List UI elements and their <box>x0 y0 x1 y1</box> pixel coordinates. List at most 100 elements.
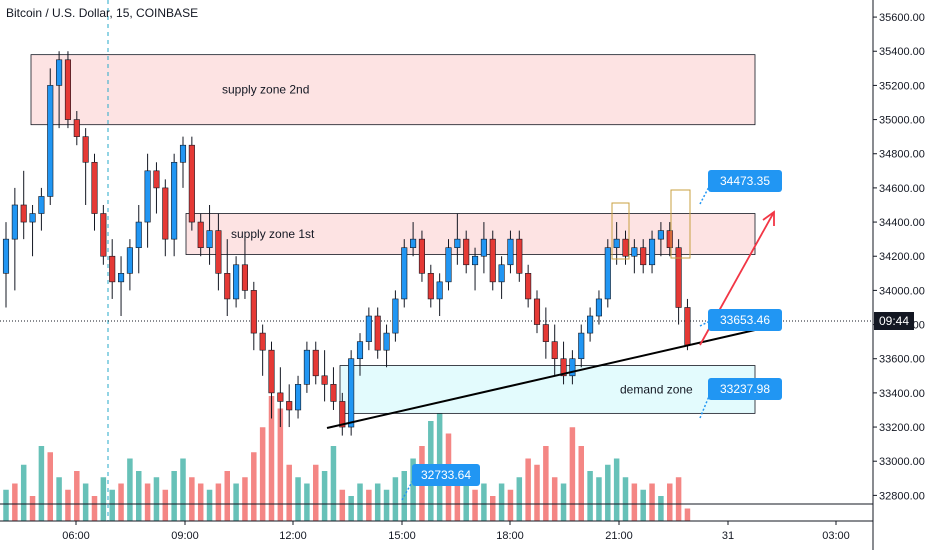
candle-body <box>233 264 240 300</box>
volume-bar <box>481 483 487 521</box>
candle-body <box>303 349 310 385</box>
candle-body <box>622 238 629 257</box>
x-tick-label: 06:00 <box>62 530 90 542</box>
candle-body <box>657 230 664 240</box>
candle-body <box>454 238 461 248</box>
y-tick-label: 35400.00 <box>879 46 925 58</box>
candle-body <box>188 144 195 223</box>
candle-body <box>365 315 372 342</box>
volume-bar <box>304 483 310 521</box>
volume-bar <box>12 483 18 521</box>
price-callout <box>708 309 782 331</box>
volume-bar <box>498 483 505 521</box>
candle-body <box>401 247 408 300</box>
volume-bar <box>534 464 540 521</box>
candle-body <box>445 247 452 283</box>
candle-body <box>241 264 248 291</box>
y-tick-label: 33400.00 <box>879 388 925 400</box>
highlight-box <box>611 202 630 260</box>
price-callout <box>708 378 782 400</box>
candle-body <box>587 315 594 334</box>
chart-title: Bitcoin / U.S. Dollar, 15, COINBASE <box>6 6 199 20</box>
candle-body <box>56 59 63 86</box>
candle-body <box>250 290 257 334</box>
volume-bar <box>144 483 151 521</box>
highlight-box <box>670 189 691 259</box>
volume-bar <box>516 477 523 521</box>
volume-bar <box>171 471 177 521</box>
candle-body <box>542 324 549 342</box>
volume-bar <box>383 489 390 521</box>
candle-body <box>339 401 346 428</box>
candle-body <box>135 221 142 248</box>
x-tick-label: 03:00 <box>822 530 850 542</box>
candle-body <box>330 384 337 402</box>
candle-body <box>463 238 470 266</box>
trend-line <box>326 329 756 429</box>
y-tick-label: 32800.00 <box>879 490 925 502</box>
time-axis: 06:00 09:00 12:00 15:00 18:00 21:00 31 03:00 <box>0 520 873 542</box>
volume-bar <box>74 471 80 521</box>
volume-bar <box>277 408 284 521</box>
volume-bar <box>436 402 443 521</box>
candle-body <box>640 247 647 266</box>
candle-body <box>595 298 603 317</box>
y-tick-label: 34400.00 <box>879 217 925 229</box>
candle-body <box>498 264 505 283</box>
candle-body <box>321 375 328 385</box>
y-tick-label: 35200.00 <box>879 80 925 92</box>
volume-bar <box>366 489 372 521</box>
candle-body <box>578 332 585 360</box>
volume-bar <box>348 496 354 521</box>
volume-bar <box>463 483 469 521</box>
candle-body <box>613 238 620 248</box>
volume-bar <box>295 477 301 521</box>
candle-body <box>560 358 567 377</box>
volume-bar <box>82 483 89 521</box>
candles <box>2 51 691 436</box>
volume-bar <box>667 483 673 521</box>
volume-bar <box>197 483 204 521</box>
candle-body <box>91 161 98 214</box>
volume-bar <box>525 458 531 521</box>
candle-body <box>631 247 638 257</box>
candle-body <box>268 349 275 394</box>
zone-label: supply zone 1st <box>231 227 315 241</box>
candle-body <box>418 238 426 274</box>
volume-bars <box>3 396 691 521</box>
volume-bar <box>162 489 169 521</box>
volume-bar <box>259 427 266 521</box>
volume-bar <box>224 471 230 521</box>
volume-bar <box>206 489 213 521</box>
candle-body <box>11 204 18 240</box>
arrow-head <box>762 210 775 226</box>
candle-body <box>82 136 89 163</box>
candle-body <box>525 273 532 300</box>
volume-bar <box>649 483 655 521</box>
volume-bar <box>551 477 558 521</box>
candle-body <box>348 358 355 428</box>
candle-body <box>312 349 319 377</box>
candle-body <box>286 401 293 411</box>
volume-bar <box>392 477 399 521</box>
volume-bar <box>684 508 691 521</box>
candle-body <box>100 213 107 257</box>
y-tick-label: 34600.00 <box>879 183 925 195</box>
volume-bar <box>339 489 346 521</box>
candle-body <box>153 170 160 189</box>
zone-box <box>339 365 756 414</box>
y-tick-label: 35600.00 <box>879 12 925 24</box>
candle-body <box>604 247 611 300</box>
candle-body <box>197 221 204 248</box>
candle-body <box>480 238 487 257</box>
candle-body <box>126 247 133 274</box>
x-tick-label: 12:00 <box>279 530 307 542</box>
candle-body <box>118 273 125 283</box>
price-callout <box>412 464 480 486</box>
volume-bar <box>268 396 275 521</box>
volume-bar <box>56 477 62 521</box>
candle-body <box>179 144 187 163</box>
volume-bar <box>357 483 363 521</box>
volume-bar <box>507 489 514 521</box>
